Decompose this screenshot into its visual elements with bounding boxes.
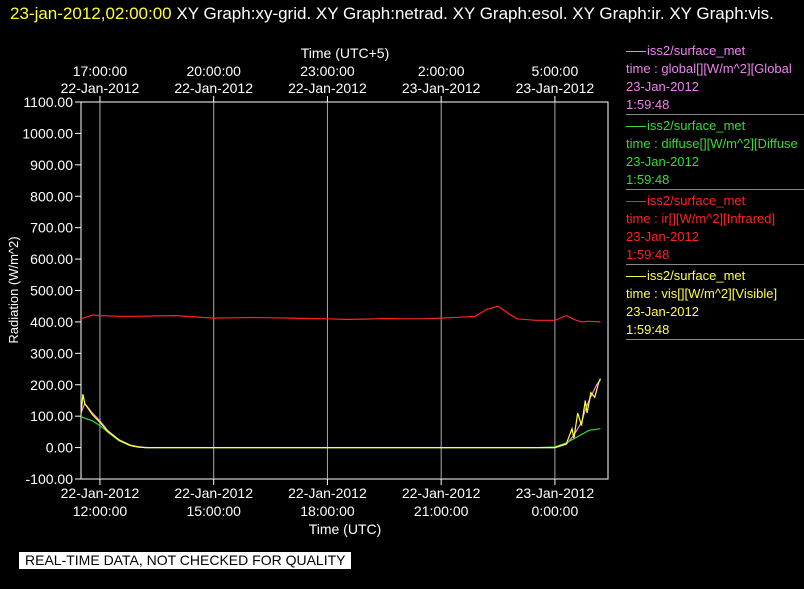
legend-swatch <box>626 126 646 128</box>
x-tick-time: 18:00:00 <box>300 503 355 519</box>
x2-tick-date: 23-Jan-2012 <box>402 80 481 96</box>
x2-tick-date: 22-Jan-2012 <box>61 80 140 96</box>
y-tick-label: 1000.00 <box>22 125 73 141</box>
legend-source-text: iss2/surface_met <box>647 43 746 58</box>
x-tick-date: 22-Jan-2012 <box>61 485 140 501</box>
x-tick-time: 15:00:00 <box>186 503 241 519</box>
series-line-ir <box>80 305 601 323</box>
legend-field: time : global[][W/m^2][Global <box>626 60 804 78</box>
legend-date-text: 23-Jan-2012 <box>626 304 699 319</box>
legend-date-text: 23-Jan-2012 <box>626 229 699 244</box>
legend-time-text: 1:59:48 <box>626 247 670 262</box>
legend-source: iss2/surface_met <box>626 192 804 210</box>
x2-tick-time: 2:00:00 <box>418 63 465 79</box>
timestamp: 23-jan-2012,02:00:00 <box>10 4 172 23</box>
x2-tick-date: 22-Jan-2012 <box>174 80 253 96</box>
y-tick-label: 100.00 <box>30 408 73 424</box>
x-axis: 22-Jan-2012 12:00:00 22-Jan-2012 15:00:00 22… <box>61 479 595 519</box>
legend-date: 23-Jan-2012 <box>626 228 804 246</box>
x2-tick-time: 20:00:00 <box>186 63 241 79</box>
legend-date-text: 23-Jan-2012 <box>626 79 699 94</box>
legend-source: iss2/surface_met <box>626 42 804 60</box>
x2-tick-date: 23-Jan-2012 <box>516 80 595 96</box>
legend-field-text: time : ir[][W/m^2][Infrared] <box>626 211 776 226</box>
x2-tick-time: 23:00:00 <box>300 63 355 79</box>
y-tick-label: 500.00 <box>30 283 73 299</box>
legend-time: 1:59:48 <box>626 246 804 264</box>
y-tick-label: 200.00 <box>30 377 73 393</box>
legend-date: 23-Jan-2012 <box>626 153 804 171</box>
y-tick-label: 600.00 <box>30 251 73 267</box>
legend-swatch <box>626 276 646 278</box>
y-tick-label: -100.00 <box>26 471 74 487</box>
series-line-diffuse <box>80 416 601 449</box>
series-lines <box>80 305 601 449</box>
legend-field-text: time : diffuse[][W/m^2][Diffuse <box>626 136 798 151</box>
legend-source-text: iss2/surface_met <box>647 118 746 133</box>
legend-source: iss2/surface_met <box>626 267 804 285</box>
x-axis-label: Time (UTC) <box>309 521 382 537</box>
legend-time-text: 1:59:48 <box>626 97 670 112</box>
series-line-vis <box>80 378 601 449</box>
y-tick-label: 0.00 <box>46 440 73 456</box>
x-tick-time: 21:00:00 <box>414 503 469 519</box>
y-tick-label: 400.00 <box>30 314 73 330</box>
legend-time: 1:59:48 <box>626 96 804 114</box>
grid-lines <box>99 102 556 479</box>
legend-source-text: iss2/surface_met <box>647 268 746 283</box>
x2-tick-date: 22-Jan-2012 <box>288 80 367 96</box>
legend-time: 1:59:48 <box>626 321 804 339</box>
x-tick-date: 22-Jan-2012 <box>288 485 367 501</box>
y-tick-label: 1100.00 <box>23 94 73 110</box>
x-tick-date: 23-Jan-2012 <box>516 485 595 501</box>
legend-time-text: 1:59:48 <box>626 172 670 187</box>
x2-tick-time: 5:00:00 <box>532 63 579 79</box>
quality-notice: REAL-TIME DATA, NOT CHECKED FOR QUALITY <box>19 552 352 569</box>
x2-axis: 17:00:0022-Jan-201220:00:0022-Jan-201223… <box>61 63 595 102</box>
legend-date-text: 23-Jan-2012 <box>626 154 699 169</box>
legend-time: 1:59:48 <box>626 171 804 189</box>
y-tick-label: 700.00 <box>30 220 73 236</box>
legend-swatch <box>626 201 646 203</box>
legend-source: iss2/surface_met <box>626 117 804 135</box>
legend-date: 23-Jan-2012 <box>626 78 804 96</box>
legend-field: time : diffuse[][W/m^2][Diffuse <box>626 135 804 153</box>
y-tick-label: 300.00 <box>30 345 73 361</box>
y-axis-label: Radiation (W/m^2) <box>6 236 21 343</box>
y-tick-label: 900.00 <box>30 157 73 173</box>
x-tick-date: 22-Jan-2012 <box>402 485 481 501</box>
plot-frame <box>80 101 609 480</box>
x-tick-date: 22-Jan-2012 <box>174 485 253 501</box>
x-tick-time: 0:00:00 <box>532 503 579 519</box>
x2-tick-time: 17:00:00 <box>73 63 128 79</box>
y-axis: -100.00 0.00 100.00 200.00 300.00 400.00 500.0… <box>22 94 81 487</box>
series-line-global <box>80 379 601 449</box>
graph-list: XY Graph:xy-grid. XY Graph:netrad. XY Gr… <box>176 4 774 23</box>
legend-field: time : vis[][W/m^2][Visible] <box>626 285 804 303</box>
legend-field-text: time : vis[][W/m^2][Visible] <box>626 286 778 301</box>
x2-axis-label: Time (UTC+5) <box>301 45 390 61</box>
legend-date: 23-Jan-2012 <box>626 303 804 321</box>
legend-time-text: 1:59:48 <box>626 322 670 337</box>
legend-swatch <box>626 51 646 53</box>
graph-title-bar: 23-jan-2012,02:00:00 XY Graph:xy-grid. X… <box>10 2 800 25</box>
legend-field-text: time : global[][W/m^2][Global <box>626 61 792 76</box>
y-tick-label: 800.00 <box>30 188 73 204</box>
legend-field: time : ir[][W/m^2][Infrared] <box>626 210 804 228</box>
legend-source-text: iss2/surface_met <box>647 193 746 208</box>
x-tick-time: 12:00:00 <box>73 503 128 519</box>
